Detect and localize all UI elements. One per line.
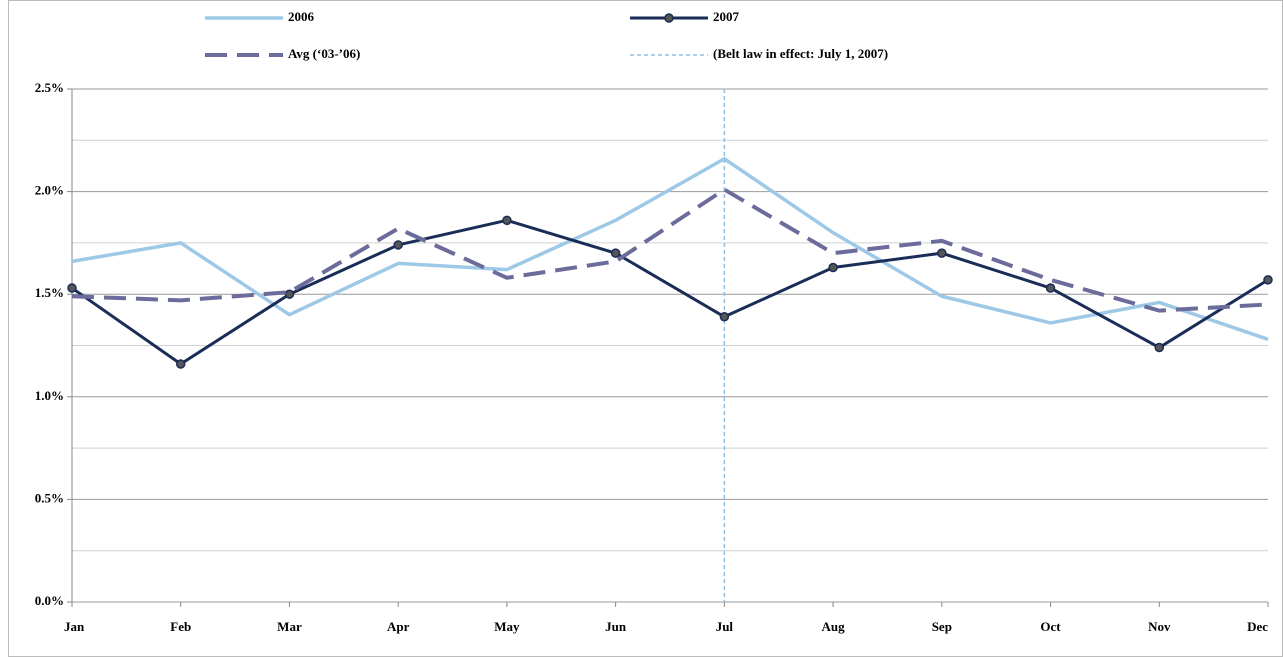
series-line xyxy=(71,187,1269,313)
y-tick-label: 0.0% xyxy=(35,593,64,608)
series-line xyxy=(71,218,1269,366)
legend-label: 2007 xyxy=(713,9,740,24)
y-tick-label: 1.5% xyxy=(35,285,64,300)
x-tick-label: Jan xyxy=(64,619,85,634)
point-marker xyxy=(175,359,186,369)
y-tick-label: 0.5% xyxy=(35,490,64,505)
x-tick-label: Oct xyxy=(1040,619,1061,634)
point-marker xyxy=(284,289,295,299)
point-marker xyxy=(937,248,947,258)
legend-label: 2006 xyxy=(288,9,315,24)
x-tick-label: Feb xyxy=(170,619,191,634)
x-tick-label: Sep xyxy=(932,619,952,634)
x-tick-label: Aug xyxy=(822,619,846,634)
x-tick-label: Mar xyxy=(277,619,302,634)
y-tick-label: 2.5% xyxy=(35,80,64,95)
x-tick-label: Jul xyxy=(716,619,734,634)
x-tick-label: Nov xyxy=(1148,619,1171,634)
series-line xyxy=(71,157,1269,342)
point-marker xyxy=(719,312,730,322)
point-marker xyxy=(1045,283,1056,293)
point-marker xyxy=(1263,275,1273,285)
y-tick-label: 1.0% xyxy=(35,388,64,403)
x-tick-label: Dec xyxy=(1247,619,1268,634)
legend-label: (Belt law in effect: July 1, 2007) xyxy=(713,46,888,61)
legend-label: Avg (‘03-’06) xyxy=(288,46,360,61)
legend-marker xyxy=(664,13,674,23)
point-marker xyxy=(393,240,403,250)
y-tick-label: 2.0% xyxy=(35,183,64,198)
point-marker xyxy=(610,248,621,258)
point-marker xyxy=(502,215,512,226)
x-tick-label: Apr xyxy=(387,619,410,634)
chart-frame xyxy=(8,0,1283,657)
point-marker xyxy=(828,262,838,273)
point-marker xyxy=(67,283,77,293)
x-tick-label: Jun xyxy=(605,619,627,634)
x-tick-label: May xyxy=(494,619,520,634)
point-marker xyxy=(1154,342,1165,353)
